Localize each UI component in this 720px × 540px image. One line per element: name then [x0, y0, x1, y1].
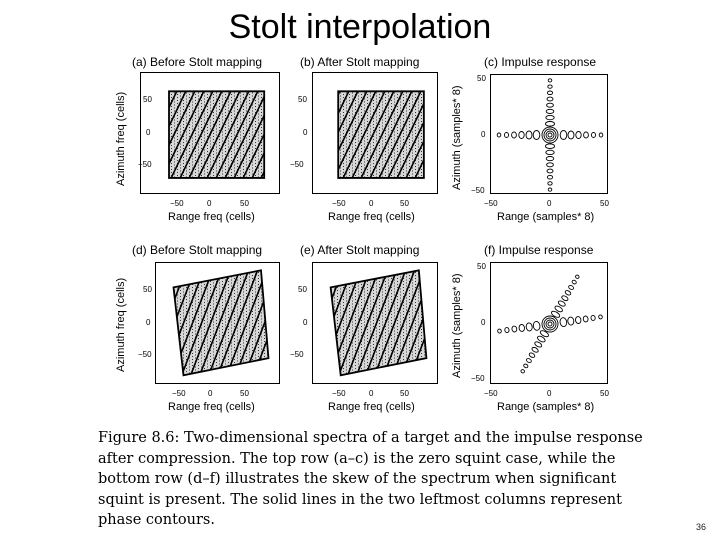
tick: 0: [481, 130, 486, 139]
tick: 50: [600, 389, 609, 398]
panel-c-plot: [490, 74, 608, 194]
panel-e-xlabel: Range freq (cells): [328, 401, 415, 413]
panel-a-ylabel: Azimuth freq (cells): [115, 91, 127, 186]
impulse-contours: [496, 78, 604, 192]
panel-b-spectrum: [337, 90, 425, 179]
tick: 50: [143, 285, 152, 294]
figure-caption: Figure 8.6: Two-dimensional spectra of a…: [98, 430, 643, 528]
tick: −50: [138, 350, 152, 359]
panel-f-title: (f) Impulse response: [484, 243, 594, 257]
tick: −50: [484, 389, 498, 398]
panel-e-title: (e) After Stolt mapping: [300, 243, 420, 257]
panel-a-plot: [140, 72, 280, 194]
panel-a-title: (a) Before Stolt mapping: [132, 55, 263, 69]
impulse-contours: [497, 274, 603, 374]
tick: −50: [172, 389, 186, 398]
panel-d-plot: [155, 262, 280, 384]
panel-f-plot: [490, 262, 608, 384]
tick: 0: [369, 199, 374, 208]
tick: 50: [600, 199, 609, 208]
page-number: 36: [695, 522, 706, 532]
tick: 50: [298, 285, 307, 294]
tick: 0: [303, 318, 308, 327]
panel-b-title: (b) After Stolt mapping: [300, 55, 420, 69]
tick: −50: [332, 199, 346, 208]
tick: 0: [547, 199, 552, 208]
tick: 50: [240, 199, 249, 208]
panel-d-xlabel: Range freq (cells): [168, 401, 255, 413]
panel-d-spectrum: [172, 269, 270, 377]
panel-e-spectrum: [329, 269, 428, 377]
tick: −50: [290, 160, 304, 169]
panel-c-ylabel: Azimuth (samples* 8): [451, 85, 463, 190]
tick: −50: [332, 389, 346, 398]
tick: −50: [471, 186, 485, 195]
tick: 50: [143, 95, 152, 104]
panel-b-plot: [312, 72, 438, 194]
slide-title: Stolt interpolation: [228, 8, 492, 46]
panel-f-ylabel: Azimuth (samples* 8): [451, 273, 463, 378]
panel-d-title: (d) Before Stolt mapping: [132, 243, 263, 257]
tick: 50: [477, 74, 486, 83]
panel-e-plot: [312, 262, 438, 384]
tick: 0: [547, 389, 552, 398]
panel-a-xlabel: Range freq (cells): [168, 211, 255, 223]
panel-a-spectrum: [168, 90, 266, 179]
tick: −50: [138, 160, 152, 169]
tick: 0: [208, 389, 213, 398]
tick: 0: [303, 128, 308, 137]
panel-d-ylabel: Azimuth freq (cells): [115, 277, 127, 372]
panel-f-xlabel: Range (samples* 8): [497, 401, 595, 413]
tick: −50: [290, 350, 304, 359]
panel-c-xlabel: Range (samples* 8): [497, 211, 595, 223]
tick: 50: [400, 389, 409, 398]
panel-b-xlabel: Range freq (cells): [328, 211, 415, 223]
tick: −50: [484, 199, 498, 208]
tick: 50: [400, 199, 409, 208]
tick: 50: [298, 95, 307, 104]
panel-c-impulse: [496, 78, 604, 192]
tick: −50: [170, 199, 184, 208]
tick: 0: [146, 318, 151, 327]
tick: 0: [146, 128, 151, 137]
panel-f-impulse: [497, 274, 603, 374]
spectrum-fill: [169, 91, 265, 178]
tick: 0: [207, 199, 212, 208]
panel-c-title: (c) Impulse response: [484, 55, 597, 69]
tick: 0: [481, 318, 486, 327]
tick: −50: [471, 374, 485, 383]
tick: 0: [369, 389, 374, 398]
tick: 50: [477, 262, 486, 271]
tick: 50: [240, 389, 249, 398]
